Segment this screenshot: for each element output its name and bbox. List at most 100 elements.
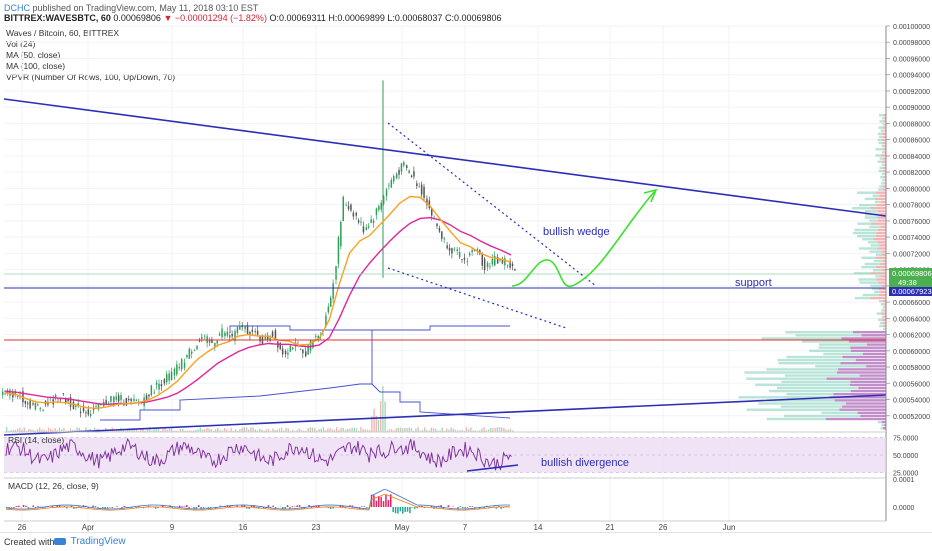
- candle-body: [227, 332, 229, 336]
- vpvr-upper-step-line: [230, 326, 372, 333]
- tradingview-brand[interactable]: TradingView: [54, 536, 126, 547]
- candle-body: [229, 335, 231, 337]
- candle-body: [406, 165, 408, 168]
- volume-bar: [356, 428, 357, 432]
- macd-histogram-bar: [13, 507, 15, 508]
- vpvr-down-row: [826, 418, 886, 420]
- time-tick-label: 7: [463, 523, 468, 532]
- candle-body: [328, 307, 330, 313]
- candle-body: [290, 346, 292, 352]
- price-tick-label: 0.00100000: [893, 24, 930, 31]
- candle-body: [196, 346, 198, 349]
- vpvr-down-row: [876, 192, 886, 194]
- vpvr-up-row: [859, 281, 878, 283]
- vpvr-up-row: [881, 424, 884, 426]
- volume-bar: [450, 427, 451, 432]
- volume-bar: [503, 428, 504, 432]
- vpvr-up-row: [881, 130, 885, 132]
- volume-bar: [250, 427, 251, 432]
- price-chart[interactable]: 0.001000000.000980000.000960000.00094000…: [0, 0, 932, 532]
- candle-body: [454, 249, 456, 250]
- candle-body: [330, 298, 332, 307]
- vpvr-down-row: [843, 356, 886, 358]
- price-tick-label: 0.00064000: [893, 316, 930, 323]
- volume-bar: [499, 427, 500, 432]
- created-with-text: Created with: [4, 537, 55, 547]
- vpvr-down-row: [882, 421, 886, 423]
- volume-bar: [395, 428, 396, 432]
- vpvr-down-row: [876, 266, 886, 268]
- price-tick-label: 0.00060000: [893, 349, 930, 356]
- vpvr-down-row: [882, 161, 886, 163]
- volume-bar: [442, 428, 443, 432]
- candle-body: [421, 185, 423, 195]
- price-tick-label: 0.00084000: [893, 154, 930, 161]
- price-tick-label: 0.00092000: [893, 89, 930, 96]
- volume-bar: [494, 428, 495, 432]
- candle-body: [164, 379, 166, 383]
- macd-signal-line: [6, 495, 510, 511]
- macd-histogram-bar: [448, 505, 450, 507]
- volume-bar: [312, 427, 313, 432]
- macd-histogram-bar: [299, 505, 301, 507]
- volume-bar: [323, 427, 324, 432]
- vpvr-up-row: [869, 219, 878, 221]
- annotation-bullish-wedge[interactable]: bullish wedge: [543, 226, 610, 238]
- macd-histogram-bar: [462, 507, 464, 508]
- vpvr-up-row: [882, 123, 885, 125]
- candle-body: [340, 222, 342, 247]
- annotation-bullish-divergence[interactable]: bullish divergence: [541, 457, 629, 469]
- candle-body: [302, 350, 304, 354]
- candle-body: [381, 203, 383, 210]
- vpvr-down-row: [840, 409, 886, 411]
- rsi-legend-text[interactable]: RSI (14, close): [8, 435, 64, 445]
- volume-bar: [329, 428, 330, 432]
- candle-body: [446, 245, 448, 248]
- candle-body: [194, 350, 196, 351]
- macd-histogram-bar: [112, 507, 114, 508]
- macd-histogram-bar: [385, 495, 387, 507]
- macd-histogram-bar: [109, 507, 111, 508]
- candle-body: [85, 413, 87, 414]
- candle-body: [416, 183, 418, 186]
- vpvr-up-row: [855, 229, 878, 231]
- candle-body: [492, 259, 494, 264]
- candle-body: [487, 263, 489, 267]
- macd-histogram-bar: [412, 507, 414, 508]
- vpvr-up-row: [781, 381, 850, 383]
- vpvr-down-row: [878, 241, 886, 243]
- price-tick-label: 0.00058000: [893, 365, 930, 372]
- vpvr-up-row: [878, 139, 882, 141]
- price-tick-label: 0.00072000: [893, 251, 930, 258]
- candle-body: [512, 264, 514, 266]
- countdown-text: 49:38: [898, 278, 917, 287]
- candle-body: [350, 204, 352, 210]
- vpvr-down-row: [877, 216, 886, 218]
- projection-path: [512, 192, 654, 286]
- candle-body: [116, 397, 118, 400]
- volume-bar: [39, 427, 40, 432]
- candle-body: [373, 221, 375, 224]
- volume-profile: [738, 114, 886, 430]
- volume-bar: [299, 429, 300, 432]
- volume-bar: [470, 428, 471, 432]
- vpvr-up-row: [881, 182, 885, 184]
- vpvr-up-row: [785, 331, 853, 333]
- macd-histogram-bar: [380, 497, 382, 507]
- candle-body: [391, 180, 393, 188]
- vpvr-up-row: [744, 371, 837, 373]
- vpvr-down-row: [876, 257, 886, 259]
- candle-body: [484, 259, 486, 270]
- macd-legend-text[interactable]: MACD (12, 26, close, 9): [8, 481, 99, 491]
- macd-histogram-bar: [464, 507, 466, 508]
- annotation-support[interactable]: support: [735, 277, 772, 289]
- candle-body: [507, 265, 509, 266]
- candle-body: [408, 171, 410, 173]
- macd-histogram-bar: [272, 506, 274, 507]
- candle-body: [90, 414, 92, 416]
- vpvr-down-row: [876, 232, 886, 234]
- vpvr-down-row: [866, 365, 886, 367]
- candle-body: [305, 351, 307, 356]
- macd-histogram-bar: [388, 500, 390, 507]
- candle-body: [439, 228, 441, 231]
